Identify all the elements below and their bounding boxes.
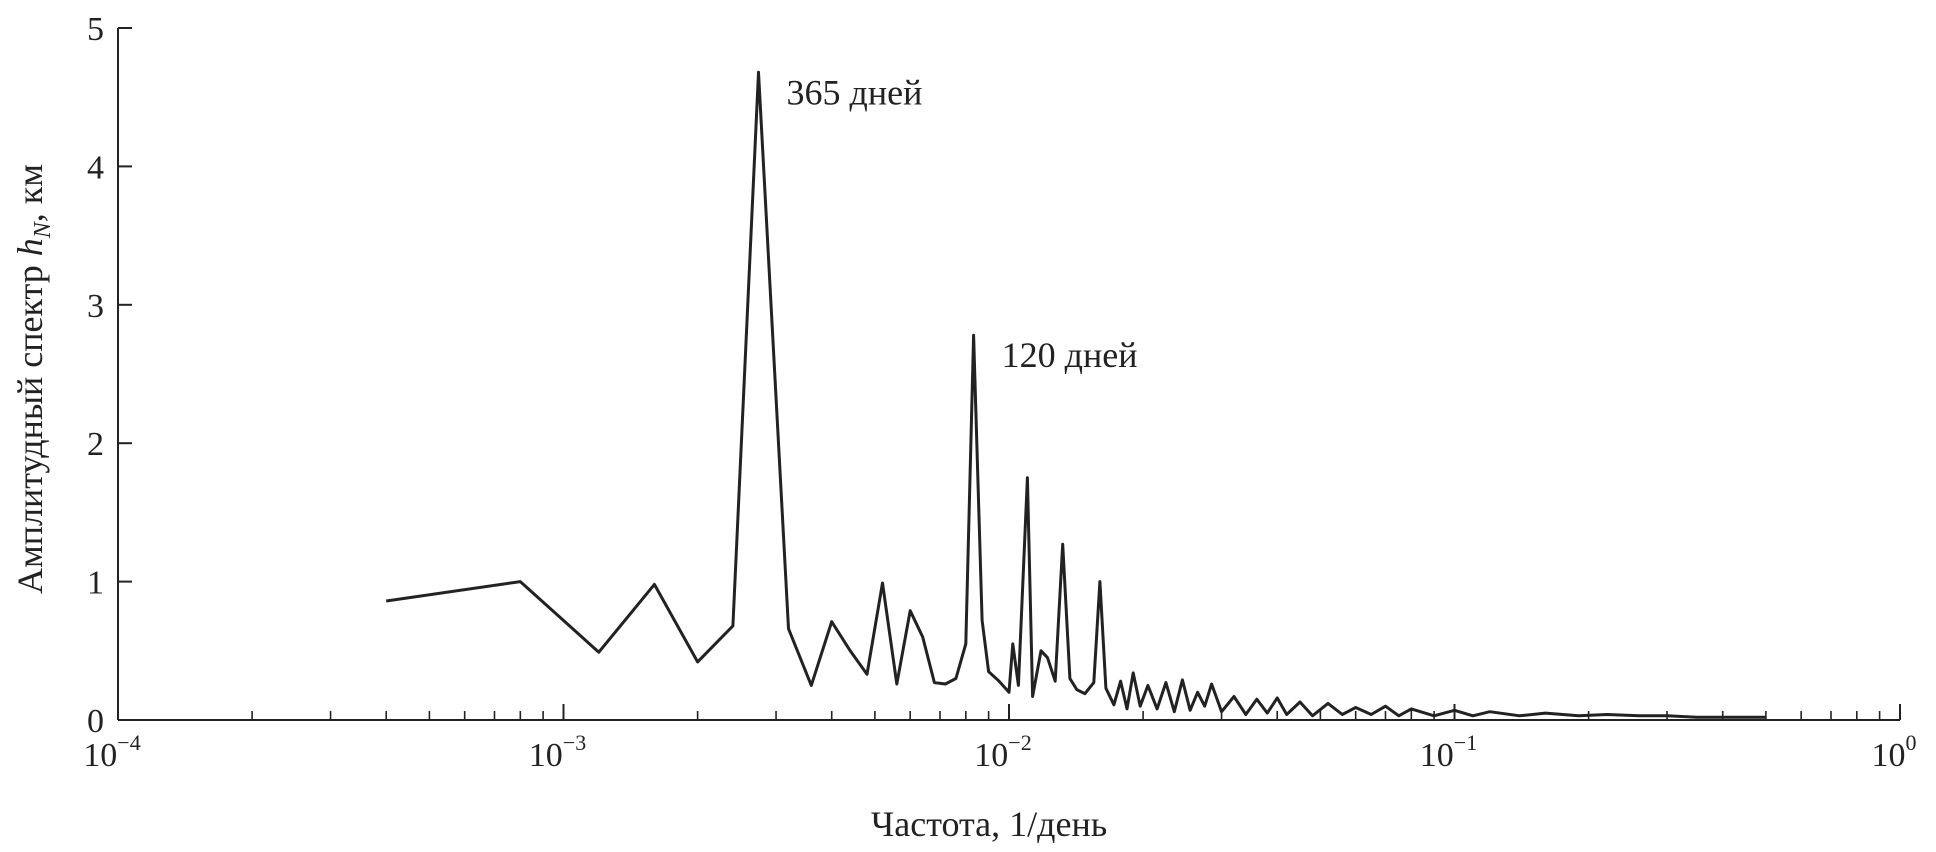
spectrum-line [385,70,1766,719]
y-axis-label-var: h [10,238,50,256]
plot-area: 0 1 2 3 4 5 10−4 10−3 10−2 10−1 100 [83,11,1916,774]
y-tick-label: 5 [87,11,104,48]
y-tick-label: 2 [87,426,104,463]
y-tick-label: 1 [87,565,104,602]
x-tick-label: 100 [1872,730,1917,774]
y-tick-label: 3 [87,288,104,325]
y-axis-label-unit: , км [10,164,50,222]
annotation-120-days: 120 дней [1002,335,1138,375]
y-axis-label-main: Амплитудный спектр [10,256,50,594]
annotation-365-days: 365 дней [787,72,923,112]
x-tick-label: 10−4 [83,730,140,774]
x-tick-label: 10−2 [974,730,1031,774]
y-axis-label: Амплитудный спектр hN, км [10,164,56,594]
y-tick-label: 0 [87,703,104,740]
annotations: 365 дней 120 дней [787,72,1138,375]
x-tick-label: 10−1 [1420,730,1477,774]
x-axis-label: Частота, 1/день [871,804,1107,844]
x-tick-label: 10−3 [529,730,586,774]
y-axis-label-sub: N [30,220,56,239]
y-tick-label: 4 [87,149,104,186]
